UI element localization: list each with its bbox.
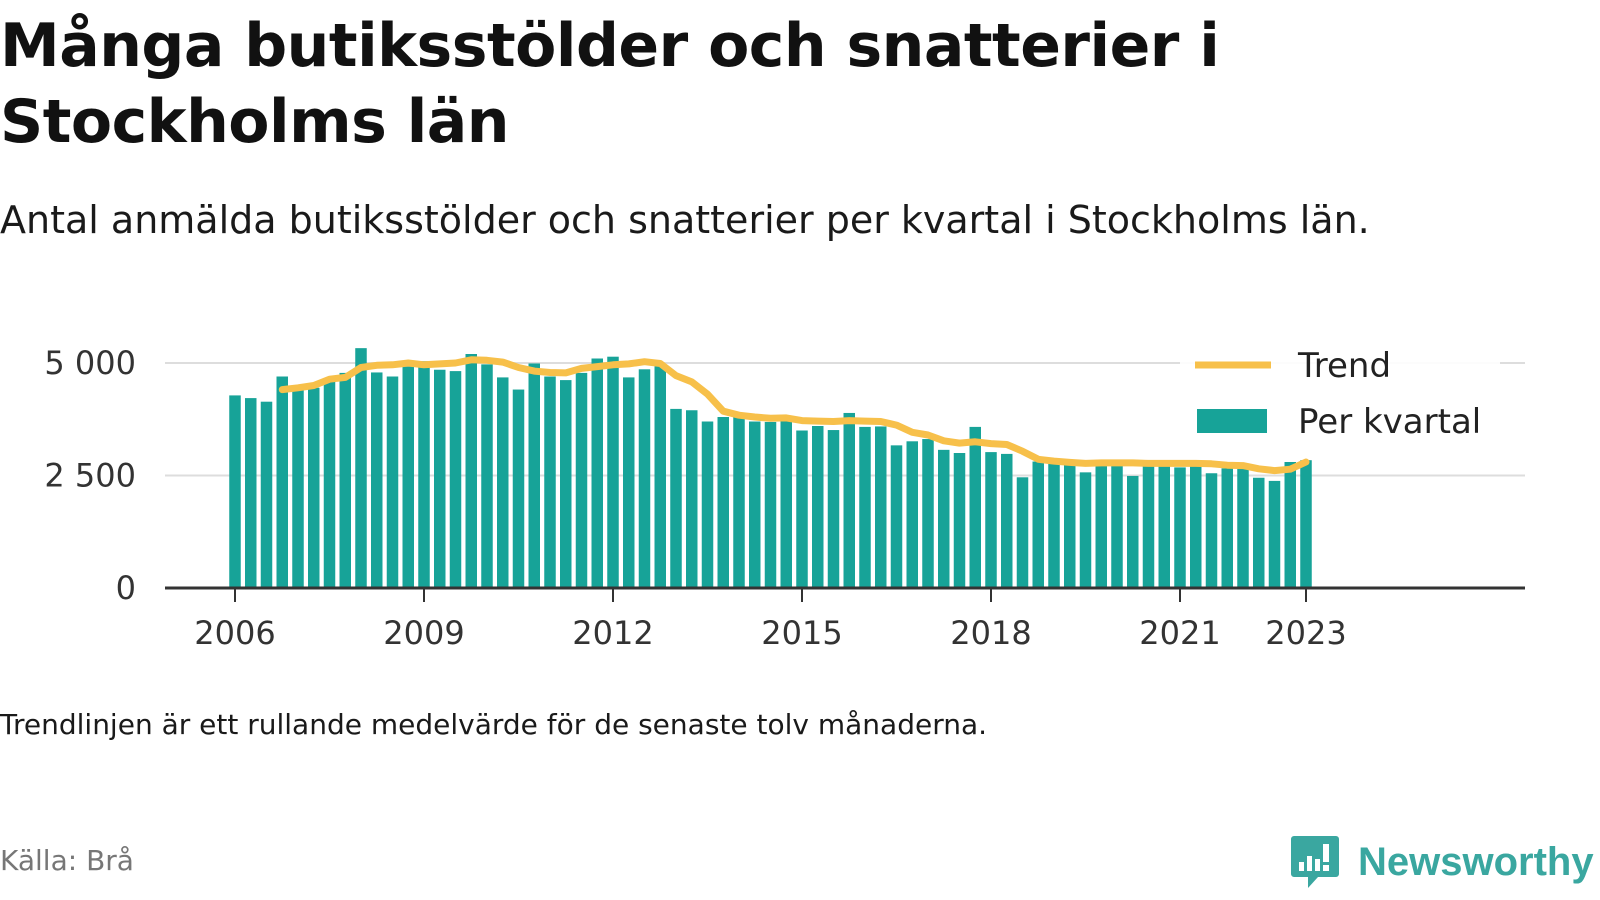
bar xyxy=(1111,461,1123,588)
bar xyxy=(686,410,698,588)
bar xyxy=(670,408,682,588)
x-tick-label: 2015 xyxy=(761,614,842,652)
bar xyxy=(623,377,635,588)
bar xyxy=(1190,464,1202,588)
bar xyxy=(749,421,761,588)
bar xyxy=(402,366,414,588)
bar xyxy=(1300,460,1312,588)
bar xyxy=(906,441,918,588)
bar xyxy=(245,398,257,588)
bar xyxy=(1016,477,1029,588)
bar xyxy=(969,426,981,588)
bar xyxy=(292,390,304,588)
bar xyxy=(434,369,446,588)
bar xyxy=(512,389,525,588)
chart-title: Många butiksstölder och snatterier i Sto… xyxy=(0,11,1220,157)
bar xyxy=(276,376,288,588)
bar xyxy=(953,453,966,588)
axes: 0 2 500 5 000 2006 2009 2012 2015 2018 2021 2023 xyxy=(44,344,1525,652)
footnote: Trendlinjen är ett rullande medelvärde f… xyxy=(0,708,988,741)
x-tick-label: 2021 xyxy=(1139,614,1220,652)
brand-logo: Newsworthy xyxy=(1290,832,1594,892)
bar xyxy=(1253,477,1265,588)
bar xyxy=(812,426,824,588)
bar xyxy=(827,430,840,588)
bar xyxy=(1001,453,1013,588)
bar xyxy=(418,361,430,588)
bar xyxy=(922,439,934,588)
bar xyxy=(260,401,273,588)
bar xyxy=(843,412,855,588)
y-tick-label: 0 xyxy=(116,569,136,607)
bar xyxy=(890,445,903,588)
bar xyxy=(323,381,336,588)
bar xyxy=(701,421,714,588)
bar xyxy=(497,377,509,588)
bar xyxy=(1284,462,1296,588)
newsworthy-logo-icon xyxy=(1291,836,1339,888)
x-tick-label: 2023 xyxy=(1265,614,1346,652)
bar xyxy=(875,426,887,588)
y-tick-label: 5 000 xyxy=(44,344,136,382)
bar xyxy=(308,387,320,588)
chart-subtitle: Antal anmälda butiksstölder och snatteri… xyxy=(0,198,1370,242)
bar xyxy=(985,452,997,588)
bar xyxy=(717,417,729,588)
x-tick-label: 2006 xyxy=(194,614,275,652)
bar xyxy=(1158,462,1170,588)
legend: Trend Per kvartal xyxy=(1180,340,1500,450)
bar xyxy=(1079,472,1092,588)
bar xyxy=(575,372,588,588)
bar xyxy=(1221,468,1233,588)
bar xyxy=(859,426,871,588)
bar xyxy=(1142,462,1155,588)
brand-name: Newsworthy xyxy=(1358,839,1594,884)
bar xyxy=(528,363,540,588)
bar xyxy=(1095,463,1107,588)
bar xyxy=(1127,475,1139,588)
bar xyxy=(1268,480,1281,588)
bar xyxy=(481,364,493,588)
legend-label-trend: Trend xyxy=(1297,346,1391,386)
bar xyxy=(544,376,556,588)
bar xyxy=(371,372,383,588)
bar xyxy=(654,366,666,588)
bar xyxy=(938,449,950,588)
trend-line xyxy=(278,356,1310,475)
bar xyxy=(1205,473,1218,588)
x-tick-label: 2012 xyxy=(572,614,653,652)
bar xyxy=(1032,461,1044,588)
bar xyxy=(465,354,477,588)
bar xyxy=(796,430,808,588)
x-tick-label: 2009 xyxy=(383,614,464,652)
legend-label-per-kvartal: Per kvartal xyxy=(1298,402,1481,442)
bar xyxy=(355,348,367,588)
bar xyxy=(733,416,745,588)
bars-per-kvartal xyxy=(229,348,1312,588)
bar xyxy=(638,369,651,588)
legend-swatch-per-kvartal xyxy=(1197,409,1267,433)
bar xyxy=(1064,463,1076,588)
bar xyxy=(560,380,572,588)
bar xyxy=(1237,466,1249,588)
bar xyxy=(780,421,792,588)
bar xyxy=(764,421,777,588)
bar xyxy=(449,371,462,588)
bar xyxy=(591,358,603,588)
bar xyxy=(1048,462,1060,588)
x-tick-label: 2018 xyxy=(950,614,1031,652)
bar xyxy=(339,372,351,588)
source-credit: Källa: Brå xyxy=(0,844,134,877)
y-tick-label: 2 500 xyxy=(44,457,136,495)
bar xyxy=(1174,467,1186,588)
bar xyxy=(386,376,399,588)
bar xyxy=(607,356,619,588)
bar xyxy=(229,395,241,588)
trend-series xyxy=(278,356,1310,475)
